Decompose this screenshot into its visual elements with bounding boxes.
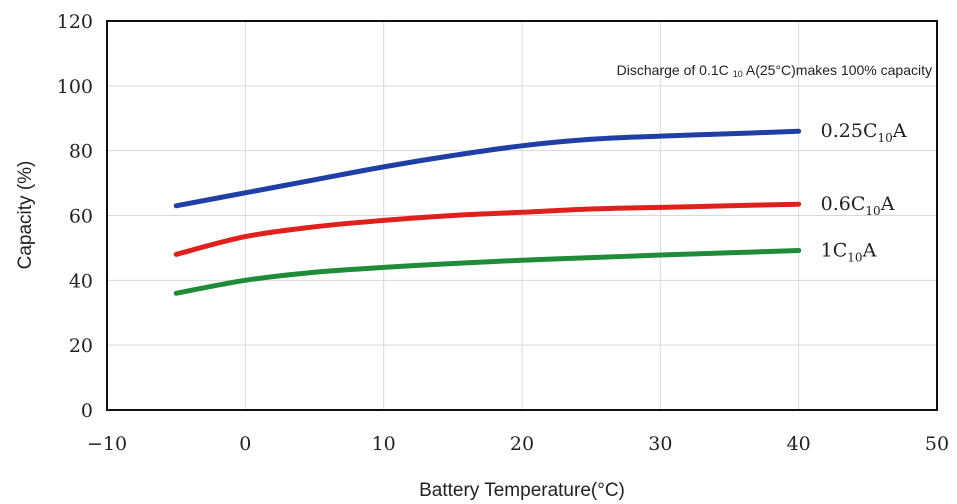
y-tick-label: 60 bbox=[69, 206, 93, 228]
y-tick-label: 120 bbox=[57, 11, 93, 33]
y-tick-label: 80 bbox=[69, 141, 93, 163]
x-tick-label: 20 bbox=[510, 433, 534, 455]
x-tick-label: 0 bbox=[239, 433, 251, 455]
series-label-end: A bbox=[880, 193, 895, 215]
series-label-2: 1C10A bbox=[821, 240, 877, 265]
x-tick-label: 30 bbox=[648, 433, 672, 455]
series-label-1: 0.6C10A bbox=[821, 193, 895, 218]
series-label-subscript: 10 bbox=[847, 251, 862, 265]
series-label-end: A bbox=[862, 240, 877, 262]
x-tick-label: 50 bbox=[925, 433, 949, 455]
x-tick-label: 10 bbox=[372, 433, 396, 455]
series-label-subscript: 10 bbox=[878, 131, 893, 145]
capacity-note-subscript: 10 bbox=[733, 69, 743, 79]
series-label-end: A bbox=[892, 120, 907, 142]
x-axis-title: Battery Temperature(°C) bbox=[419, 480, 625, 501]
series-lines bbox=[173, 128, 802, 296]
y-tick-label: 40 bbox=[69, 270, 93, 292]
y-tick-label: 100 bbox=[57, 76, 93, 98]
series-label-0: 0.25C10A bbox=[821, 120, 907, 145]
series-line-1 bbox=[173, 201, 802, 257]
x-tick-label: 40 bbox=[787, 433, 811, 455]
capacity-note-prefix: Discharge of 0.1C bbox=[617, 62, 729, 78]
series-label-main: 1C bbox=[821, 240, 848, 262]
y-tick-label: 0 bbox=[81, 400, 93, 422]
series-label-subscript: 10 bbox=[865, 204, 880, 218]
series-line-0 bbox=[173, 128, 802, 209]
capacity-note: Discharge of 0.1C 10 A(25°C)makes 100% ca… bbox=[617, 62, 932, 79]
capacity-note-suffix: A(25°C)makes 100% capacity bbox=[743, 62, 932, 78]
plot-frame bbox=[106, 20, 938, 411]
y-tick-label: 20 bbox=[69, 335, 93, 357]
series-label-main: 0.25C bbox=[821, 120, 878, 142]
x-tick-label: −10 bbox=[87, 433, 127, 455]
tick-labels: −10 0 10 20 30 40 50 0 20 40 60 80 100 120 bbox=[57, 11, 949, 455]
series-label-main: 0.6C bbox=[821, 193, 866, 215]
y-axis-title: Capacity (%) bbox=[15, 161, 36, 270]
series-line-2 bbox=[173, 248, 802, 296]
grid-lines bbox=[107, 21, 937, 410]
